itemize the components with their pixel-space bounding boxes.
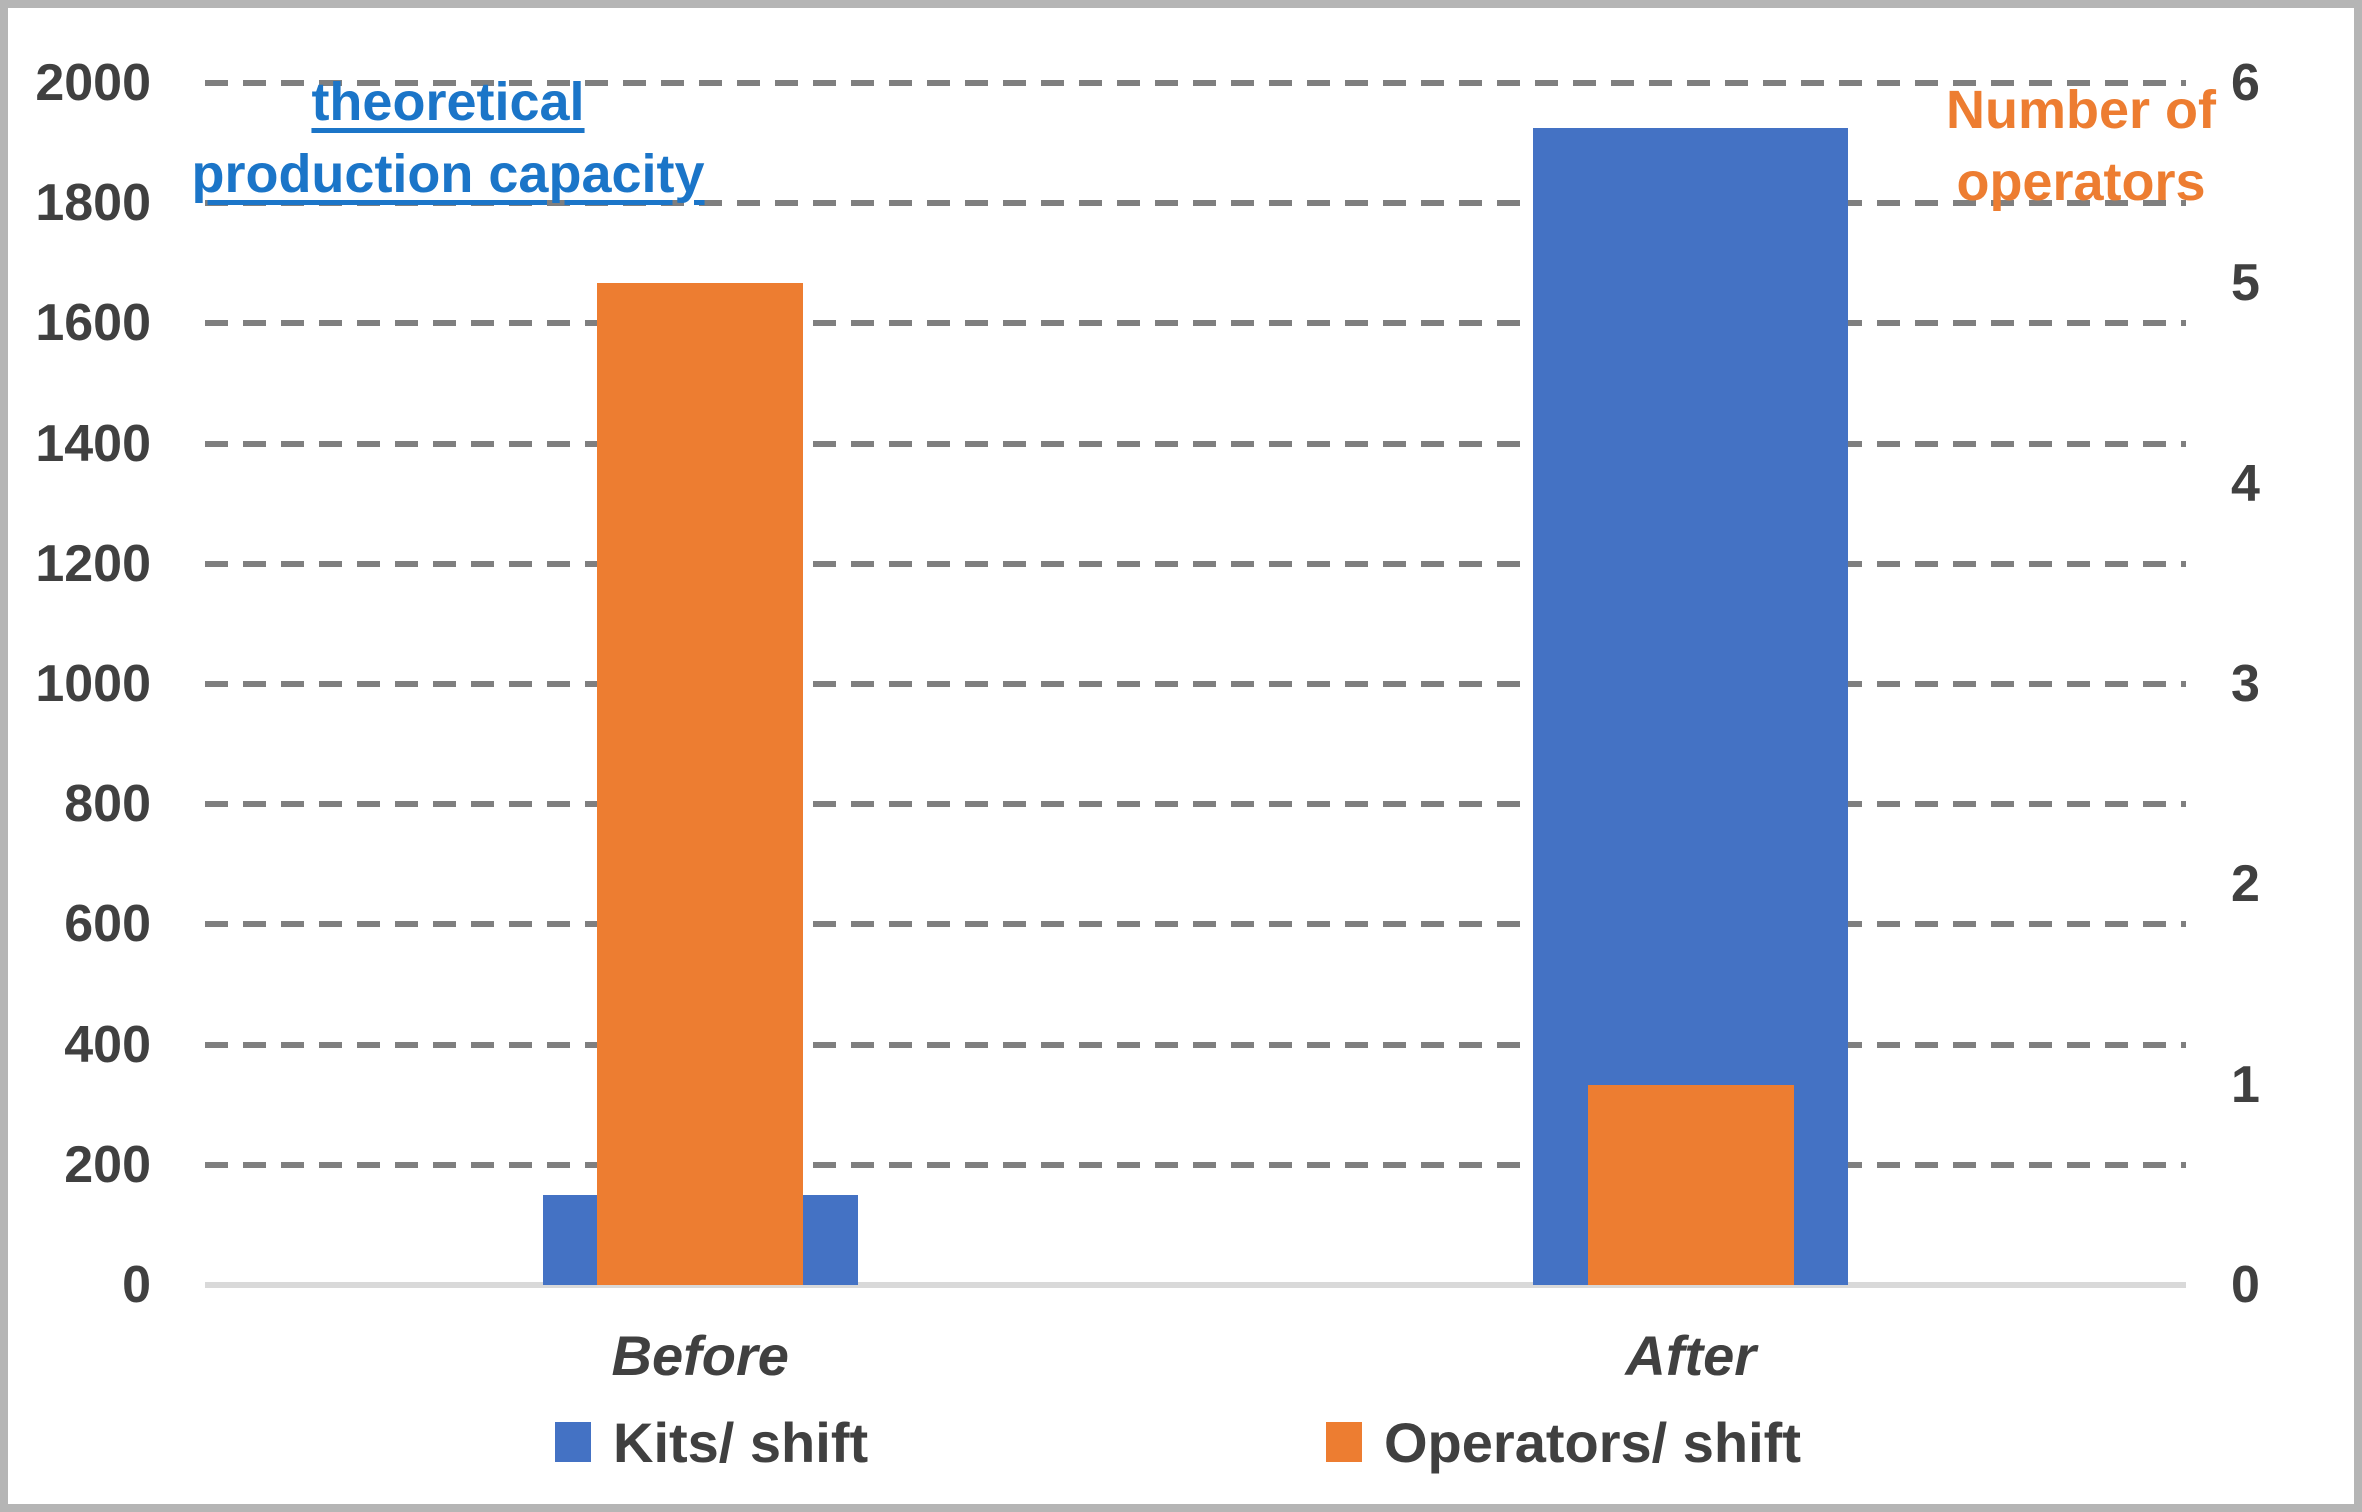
gridline — [205, 921, 2186, 928]
left-axis-tick: 0 — [122, 1256, 151, 1314]
left-axis-tick: 1400 — [35, 414, 151, 473]
right-axis-tick: 5 — [2231, 254, 2260, 313]
operators-legend-swatch — [1326, 1422, 1362, 1462]
gridline — [205, 1041, 2186, 1048]
x-axis-line — [205, 1282, 2186, 1288]
right-axis-tick: 6 — [2231, 54, 2260, 112]
left-axis-tick: 200 — [64, 1135, 151, 1194]
gridline — [205, 80, 2186, 86]
left-axis-tick: 600 — [64, 895, 151, 954]
operators-legend-label: Operators/ shift — [1384, 1410, 1801, 1474]
left-axis-title: theoretical production capacity — [108, 66, 788, 210]
right-axis-tick: 4 — [2231, 454, 2260, 513]
right-axis-tick: 2 — [2231, 855, 2260, 914]
legend-item-kits: Kits/ shift — [555, 1410, 868, 1474]
left-axis-tick: 1600 — [35, 294, 151, 353]
left-axis-tick: 1200 — [35, 534, 151, 593]
operators-shift-bar-before — [597, 283, 804, 1285]
plot-area: 2000 1800 1600 1400 1200 1000 800 600 400 200 0 6 5 4… — [8, 8, 2354, 1504]
left-axis-tick: 1000 — [35, 655, 151, 713]
operators-shift-bar-after — [1587, 1084, 1794, 1285]
right-axis-tick: 0 — [2231, 1256, 2260, 1314]
left-axis-tick: 800 — [64, 775, 151, 834]
right-axis-tick: 1 — [2231, 1055, 2260, 1114]
gridline — [205, 200, 2186, 207]
kits-legend-label: Kits/ shift — [613, 1410, 869, 1474]
left-axis-tick: 1800 — [35, 174, 151, 233]
right-axis-title-line1: Number of — [1946, 80, 2216, 140]
category-label-before: Before — [611, 1324, 789, 1387]
left-axis-tick: 2000 — [35, 54, 151, 112]
left-axis-title-line2: production capacity — [191, 144, 705, 204]
gridline — [205, 440, 2186, 447]
category-label-after: After — [1625, 1324, 1757, 1387]
right-axis-tick: 3 — [2231, 655, 2260, 713]
gridline — [205, 681, 2186, 687]
left-axis-tick: 400 — [64, 1015, 151, 1074]
gridline — [205, 560, 2186, 567]
kits-legend-swatch — [555, 1422, 591, 1462]
gridline — [205, 320, 2186, 327]
right-axis-title-line2: operators — [1956, 152, 2206, 212]
gridline — [205, 1161, 2186, 1168]
legend-item-operators: Operators/ shift — [1326, 1410, 1801, 1474]
right-axis-title: Number of operators — [1851, 74, 2311, 218]
left-axis-title-line1: theoretical — [311, 72, 585, 132]
gridline — [205, 801, 2186, 808]
